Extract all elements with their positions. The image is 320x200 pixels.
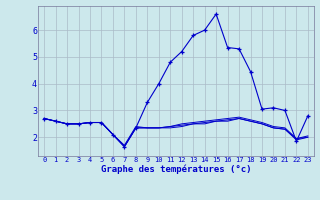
X-axis label: Graphe des températures (°c): Graphe des températures (°c) [101, 165, 251, 174]
